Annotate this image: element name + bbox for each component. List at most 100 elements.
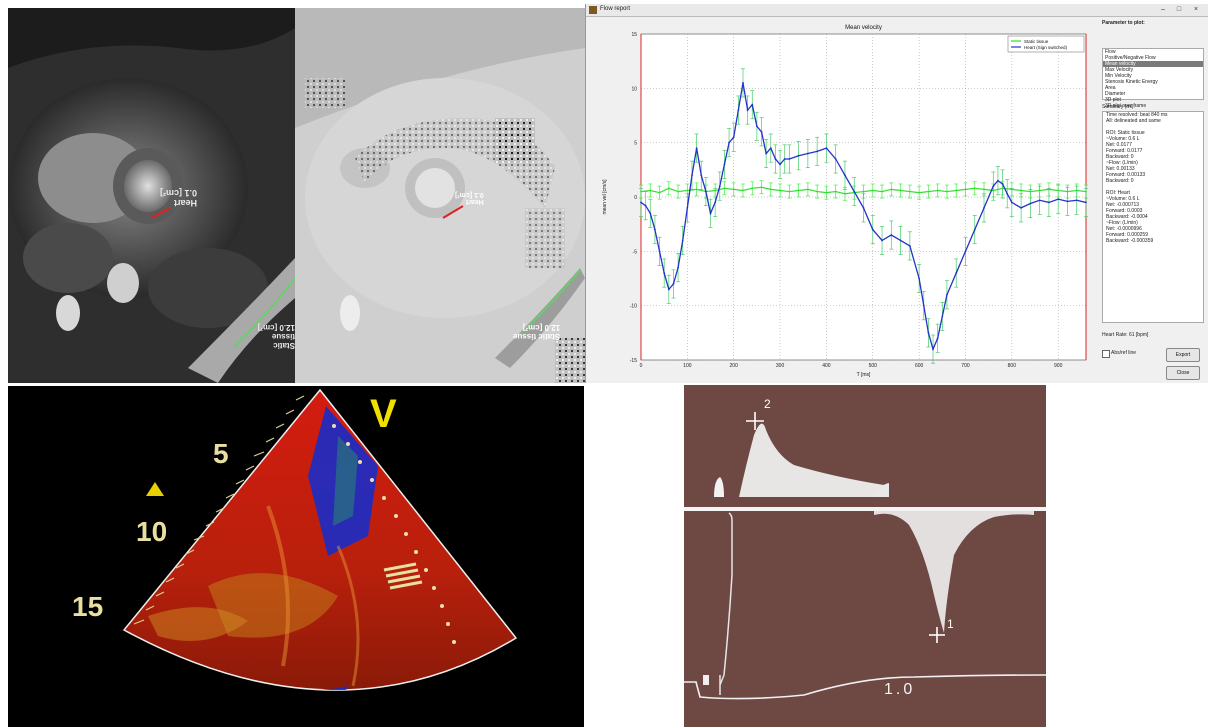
phase-roi-heart-area: 0.1 [cm²] xyxy=(455,191,484,198)
parameter-item[interactable]: Stenosis Kinetic Energy xyxy=(1105,79,1158,85)
data-point xyxy=(908,245,911,247)
data-point xyxy=(871,228,874,231)
data-point xyxy=(760,130,763,133)
data-point xyxy=(834,190,837,193)
summary-heading: Summary (ml): xyxy=(1102,104,1135,110)
data-point xyxy=(667,187,670,190)
depth-label-5: 5 xyxy=(213,438,229,469)
data-point xyxy=(853,190,856,193)
summary-line: Forward: 0.0003 xyxy=(1106,208,1143,214)
roi-static-area: 12.0 [cm²] xyxy=(257,323,295,332)
x-tick-label: 300 xyxy=(776,363,785,369)
parameter-heading: Parameter to plot: xyxy=(1102,20,1145,26)
window-title: Flow report xyxy=(600,6,631,12)
data-point xyxy=(658,250,661,253)
summary-line: Backward: -0.0004 xyxy=(1106,214,1148,220)
summary-line: Net: 0.00133 xyxy=(1106,166,1135,172)
right-panel: Parameter to plot: Flow Positive/Negative… xyxy=(1098,18,1206,380)
data-point xyxy=(881,190,883,193)
data-point xyxy=(955,189,958,192)
data-point xyxy=(649,212,652,215)
maximize-button[interactable]: □ xyxy=(1176,6,1182,13)
data-point xyxy=(779,163,781,166)
data-point xyxy=(992,185,995,188)
parameter-list[interactable]: Flow Positive/Negative Flow Mean velocity M… xyxy=(1102,48,1204,109)
x-tick-label: 600 xyxy=(915,363,924,369)
data-point xyxy=(964,188,967,191)
data-point xyxy=(1020,206,1023,209)
abs-ref-checkbox[interactable] xyxy=(1102,350,1110,358)
y-tick-label: -15 xyxy=(630,358,637,364)
roi-static-name: Static tissue xyxy=(271,332,295,350)
summary-line: Net: -0.000713 xyxy=(1106,202,1140,208)
spectral-doppler-graphic xyxy=(684,385,1046,727)
data-point xyxy=(742,82,744,84)
doppler-marker-1: 1 xyxy=(947,617,954,631)
parameter-item[interactable]: Diameter xyxy=(1105,91,1126,97)
parameter-item[interactable]: Max Velocity xyxy=(1105,67,1134,73)
data-point xyxy=(732,136,735,139)
y-tick-label: 0 xyxy=(634,195,637,201)
summary-box: Time resolved: beat 840 ms All: delineate… xyxy=(1102,111,1204,323)
data-point xyxy=(755,125,758,128)
roi-static-label: Static tissue 12.0 [cm²] xyxy=(253,323,295,350)
data-point xyxy=(700,174,703,177)
summary-line: ~Flow: (L/min) xyxy=(1106,220,1138,226)
data-point xyxy=(997,179,999,182)
x-tick-label: 900 xyxy=(1054,363,1063,369)
parameter-item[interactable]: Positive/Negative Flow xyxy=(1105,55,1156,61)
close-button[interactable]: Close xyxy=(1166,366,1200,380)
data-point xyxy=(691,174,693,177)
data-point xyxy=(765,152,768,155)
data-point xyxy=(862,206,865,209)
data-point xyxy=(922,304,925,307)
data-point xyxy=(1057,198,1060,201)
data-point xyxy=(890,188,893,191)
parameter-item[interactable]: Mean velocity xyxy=(1103,61,1203,67)
depth-label-10: 10 xyxy=(136,516,168,547)
app-icon xyxy=(589,6,597,14)
data-point xyxy=(1075,199,1078,202)
summary-line: Time resolved: beat 840 ms xyxy=(1106,112,1168,118)
series-line xyxy=(640,82,1087,352)
data-point xyxy=(1029,202,1032,205)
parameter-item[interactable]: Min Velocity xyxy=(1105,73,1132,79)
data-point xyxy=(973,228,976,231)
flow-report-window: Flow report – □ × 0 100 200 300 400 500 600 700… xyxy=(585,4,1208,383)
x-tick-label: 200 xyxy=(730,363,739,369)
data-point xyxy=(649,189,652,192)
mean-velocity-chart: 0 100 200 300 400 500 600 700 800 900 -15 -10 -5 0 5 10… xyxy=(602,25,1088,378)
data-point xyxy=(1085,201,1087,204)
window-titlebar: Flow report – □ × xyxy=(586,4,1208,17)
data-point xyxy=(844,192,846,195)
data-point xyxy=(1001,183,1004,185)
summary-line: ROI: Static tissue xyxy=(1106,130,1145,136)
data-point xyxy=(640,201,642,204)
y-tick-label: 5 xyxy=(634,141,637,147)
data-point xyxy=(1038,199,1041,202)
doppler-marker-2: 2 xyxy=(764,397,771,411)
data-point xyxy=(732,188,735,191)
data-point xyxy=(686,206,689,209)
summary-line: Backward: 0 xyxy=(1106,178,1134,184)
parameter-item[interactable]: 3D plot xyxy=(1105,97,1121,103)
export-button[interactable]: Export xyxy=(1166,348,1200,362)
data-point xyxy=(936,337,939,340)
data-point xyxy=(918,277,921,280)
close-window-button[interactable]: × xyxy=(1193,6,1199,13)
legend-box xyxy=(1007,35,1085,53)
data-point xyxy=(936,189,939,192)
echo-sector-graphic xyxy=(122,388,518,691)
data-point xyxy=(899,189,902,192)
x-tick-label: 700 xyxy=(961,363,970,369)
data-point xyxy=(983,206,985,209)
parameter-item[interactable]: Flow xyxy=(1105,49,1116,55)
parameter-item[interactable]: 3D plot over frame xyxy=(1105,103,1147,109)
data-point xyxy=(806,188,809,191)
summary-line: All: delineated and same xyxy=(1106,118,1161,124)
data-point xyxy=(658,191,661,194)
minimize-button[interactable]: – xyxy=(1161,6,1165,13)
data-point xyxy=(644,204,647,207)
parameter-item[interactable]: Area xyxy=(1105,85,1116,91)
mri-phase-graphic xyxy=(295,8,585,383)
